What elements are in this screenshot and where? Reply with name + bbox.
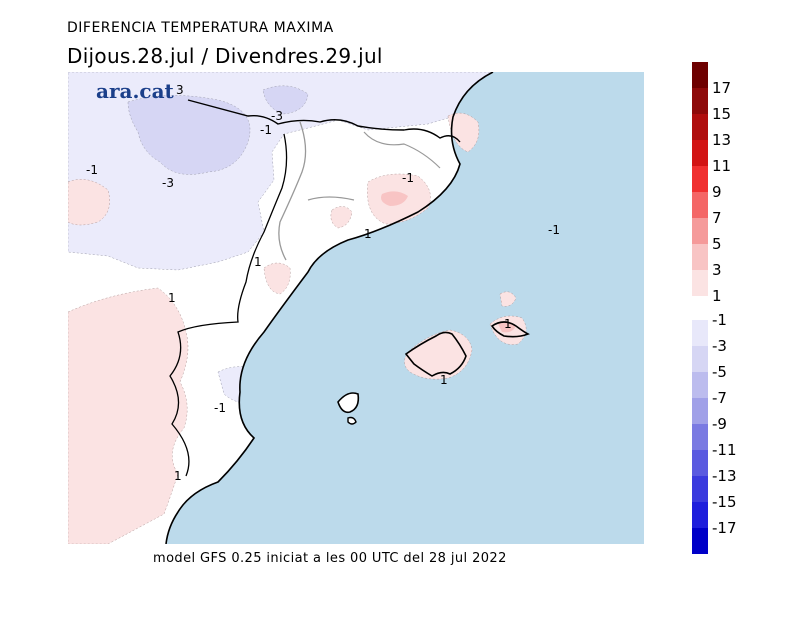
model-caption: model GFS 0.25 iniciat a les 00 UTC del …	[153, 551, 507, 566]
legend-label-positive: 15	[712, 105, 731, 123]
legend-label-positive: 9	[712, 183, 722, 201]
cool-core-north-2	[262, 85, 309, 115]
warm-core-catalonia	[381, 191, 408, 206]
ibiza-outline	[337, 392, 360, 414]
legend-swatch-positive	[692, 166, 708, 192]
warm-patch-sea	[499, 291, 517, 307]
legend-label-negative: -15	[712, 493, 737, 511]
ara-cat-logo: ara.cat	[96, 79, 175, 103]
contour-label: -3	[271, 109, 283, 123]
legend-label-negative: -5	[712, 363, 727, 381]
color-legend: 17 15 13 11 9 7 5 3 1 -1 -3 -5 -7 -9 -11 -13 -15 -17	[692, 62, 737, 554]
contour-label: 1	[440, 373, 448, 387]
warm-patch-mallorca	[404, 329, 473, 380]
contour-label: 1	[254, 255, 262, 269]
legend-label-positive: 3	[712, 261, 722, 279]
contour-label: -1	[548, 223, 560, 237]
legend-label-positive: 13	[712, 131, 731, 149]
border-catalonia	[278, 121, 307, 261]
warm-region-sw	[68, 179, 110, 226]
contour-label: 3	[176, 83, 184, 97]
legend-negative-group: -1 -3 -5 -7 -9 -11 -13 -15 -17	[692, 311, 737, 554]
legend-swatch-negative	[692, 320, 708, 346]
legend-swatch-negative	[692, 372, 708, 398]
contour-label: -1	[402, 171, 414, 185]
legend-label-negative: -17	[712, 519, 737, 537]
legend-swatch-positive	[692, 114, 708, 140]
legend-label-negative: -1	[712, 311, 727, 329]
menorca-outline	[490, 321, 530, 338]
legend-label-negative: -9	[712, 415, 727, 433]
coastline-iberia	[165, 72, 494, 544]
contour-label: -1	[214, 401, 226, 415]
legend-label-positive: 1	[712, 287, 722, 305]
legend-swatch-positive	[692, 244, 708, 270]
legend-label-negative: -3	[712, 337, 727, 355]
legend-positive-group: 17 15 13 11 9 7 5 3 1	[692, 62, 731, 305]
legend-swatch-positive	[692, 192, 708, 218]
map-title: DIFERENCIA TEMPERATURA MAXIMA	[67, 20, 334, 36]
border-catalonia-provinces	[307, 131, 441, 201]
contour-label: 1	[174, 469, 182, 483]
warm-patch-coast-ne	[447, 112, 480, 153]
contour-label: -1	[86, 163, 98, 177]
legend-swatch-positive	[692, 62, 708, 88]
map-subtitle: Dijous.28.jul / Divendres.29.jul	[67, 44, 383, 68]
border-interior	[169, 133, 288, 477]
legend-label-negative: -13	[712, 467, 737, 485]
border-pyrenees	[187, 99, 461, 143]
legend-swatch-negative	[692, 346, 708, 372]
legend-label-positive: 11	[712, 157, 731, 175]
legend-label-negative: -11	[712, 441, 737, 459]
contour-label: 1	[364, 227, 372, 241]
warm-patch-inland	[330, 206, 353, 229]
warm-region-west	[68, 287, 189, 544]
legend-swatch-positive	[692, 270, 708, 296]
legend-swatch-positive	[692, 140, 708, 166]
formentera-outline	[347, 416, 357, 425]
temperature-difference-map: 3 -3 -1 -3 -1 -1 1 -1 1 1 1 1 -1 1 ara.c…	[68, 72, 644, 544]
contour-label: -3	[162, 176, 174, 190]
mediterranean-sea	[166, 72, 644, 544]
legend-swatch-negative	[692, 450, 708, 476]
contour-label: 1	[504, 317, 512, 331]
legend-swatch-negative	[692, 424, 708, 450]
legend-label-positive: 7	[712, 209, 722, 227]
legend-label-negative: -7	[712, 389, 727, 407]
mallorca-outline	[404, 331, 467, 377]
contour-label: 1	[168, 291, 176, 305]
cool-core-north	[127, 95, 251, 175]
legend-swatch-positive	[692, 218, 708, 244]
legend-swatch-negative	[692, 476, 708, 502]
contour-label: -1	[260, 123, 272, 137]
legend-label-positive: 17	[712, 79, 731, 97]
warm-patch-ebro	[263, 262, 291, 295]
legend-swatch-positive	[692, 88, 708, 114]
legend-swatch-negative	[692, 528, 708, 554]
legend-swatch-negative	[692, 502, 708, 528]
legend-swatch-negative	[692, 398, 708, 424]
legend-label-positive: 5	[712, 235, 722, 253]
